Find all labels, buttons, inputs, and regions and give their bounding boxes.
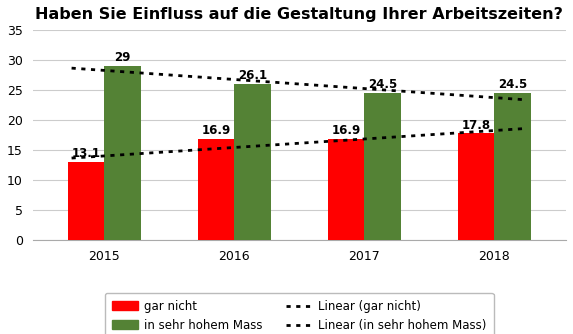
Bar xyxy=(104,66,140,240)
Bar xyxy=(328,139,364,240)
Text: 24.5: 24.5 xyxy=(368,78,397,92)
Bar xyxy=(68,162,104,240)
Text: 24.5: 24.5 xyxy=(498,78,527,92)
Bar xyxy=(364,93,401,240)
Text: 16.9: 16.9 xyxy=(332,124,361,137)
Text: 29: 29 xyxy=(114,51,131,64)
Title: Haben Sie Einfluss auf die Gestaltung Ihrer Arbeitszeiten?: Haben Sie Einfluss auf die Gestaltung Ih… xyxy=(36,7,563,22)
Text: 16.9: 16.9 xyxy=(201,124,231,137)
Bar xyxy=(198,139,234,240)
Bar xyxy=(458,134,494,240)
Bar xyxy=(234,84,270,240)
Text: 17.8: 17.8 xyxy=(462,119,491,132)
Text: 26.1: 26.1 xyxy=(238,69,267,82)
Text: 13.1: 13.1 xyxy=(72,147,100,160)
Bar xyxy=(494,93,531,240)
Legend: gar nicht, in sehr hohem Mass, Linear (gar nicht), Linear (in sehr hohem Mass): gar nicht, in sehr hohem Mass, Linear (g… xyxy=(105,293,493,334)
